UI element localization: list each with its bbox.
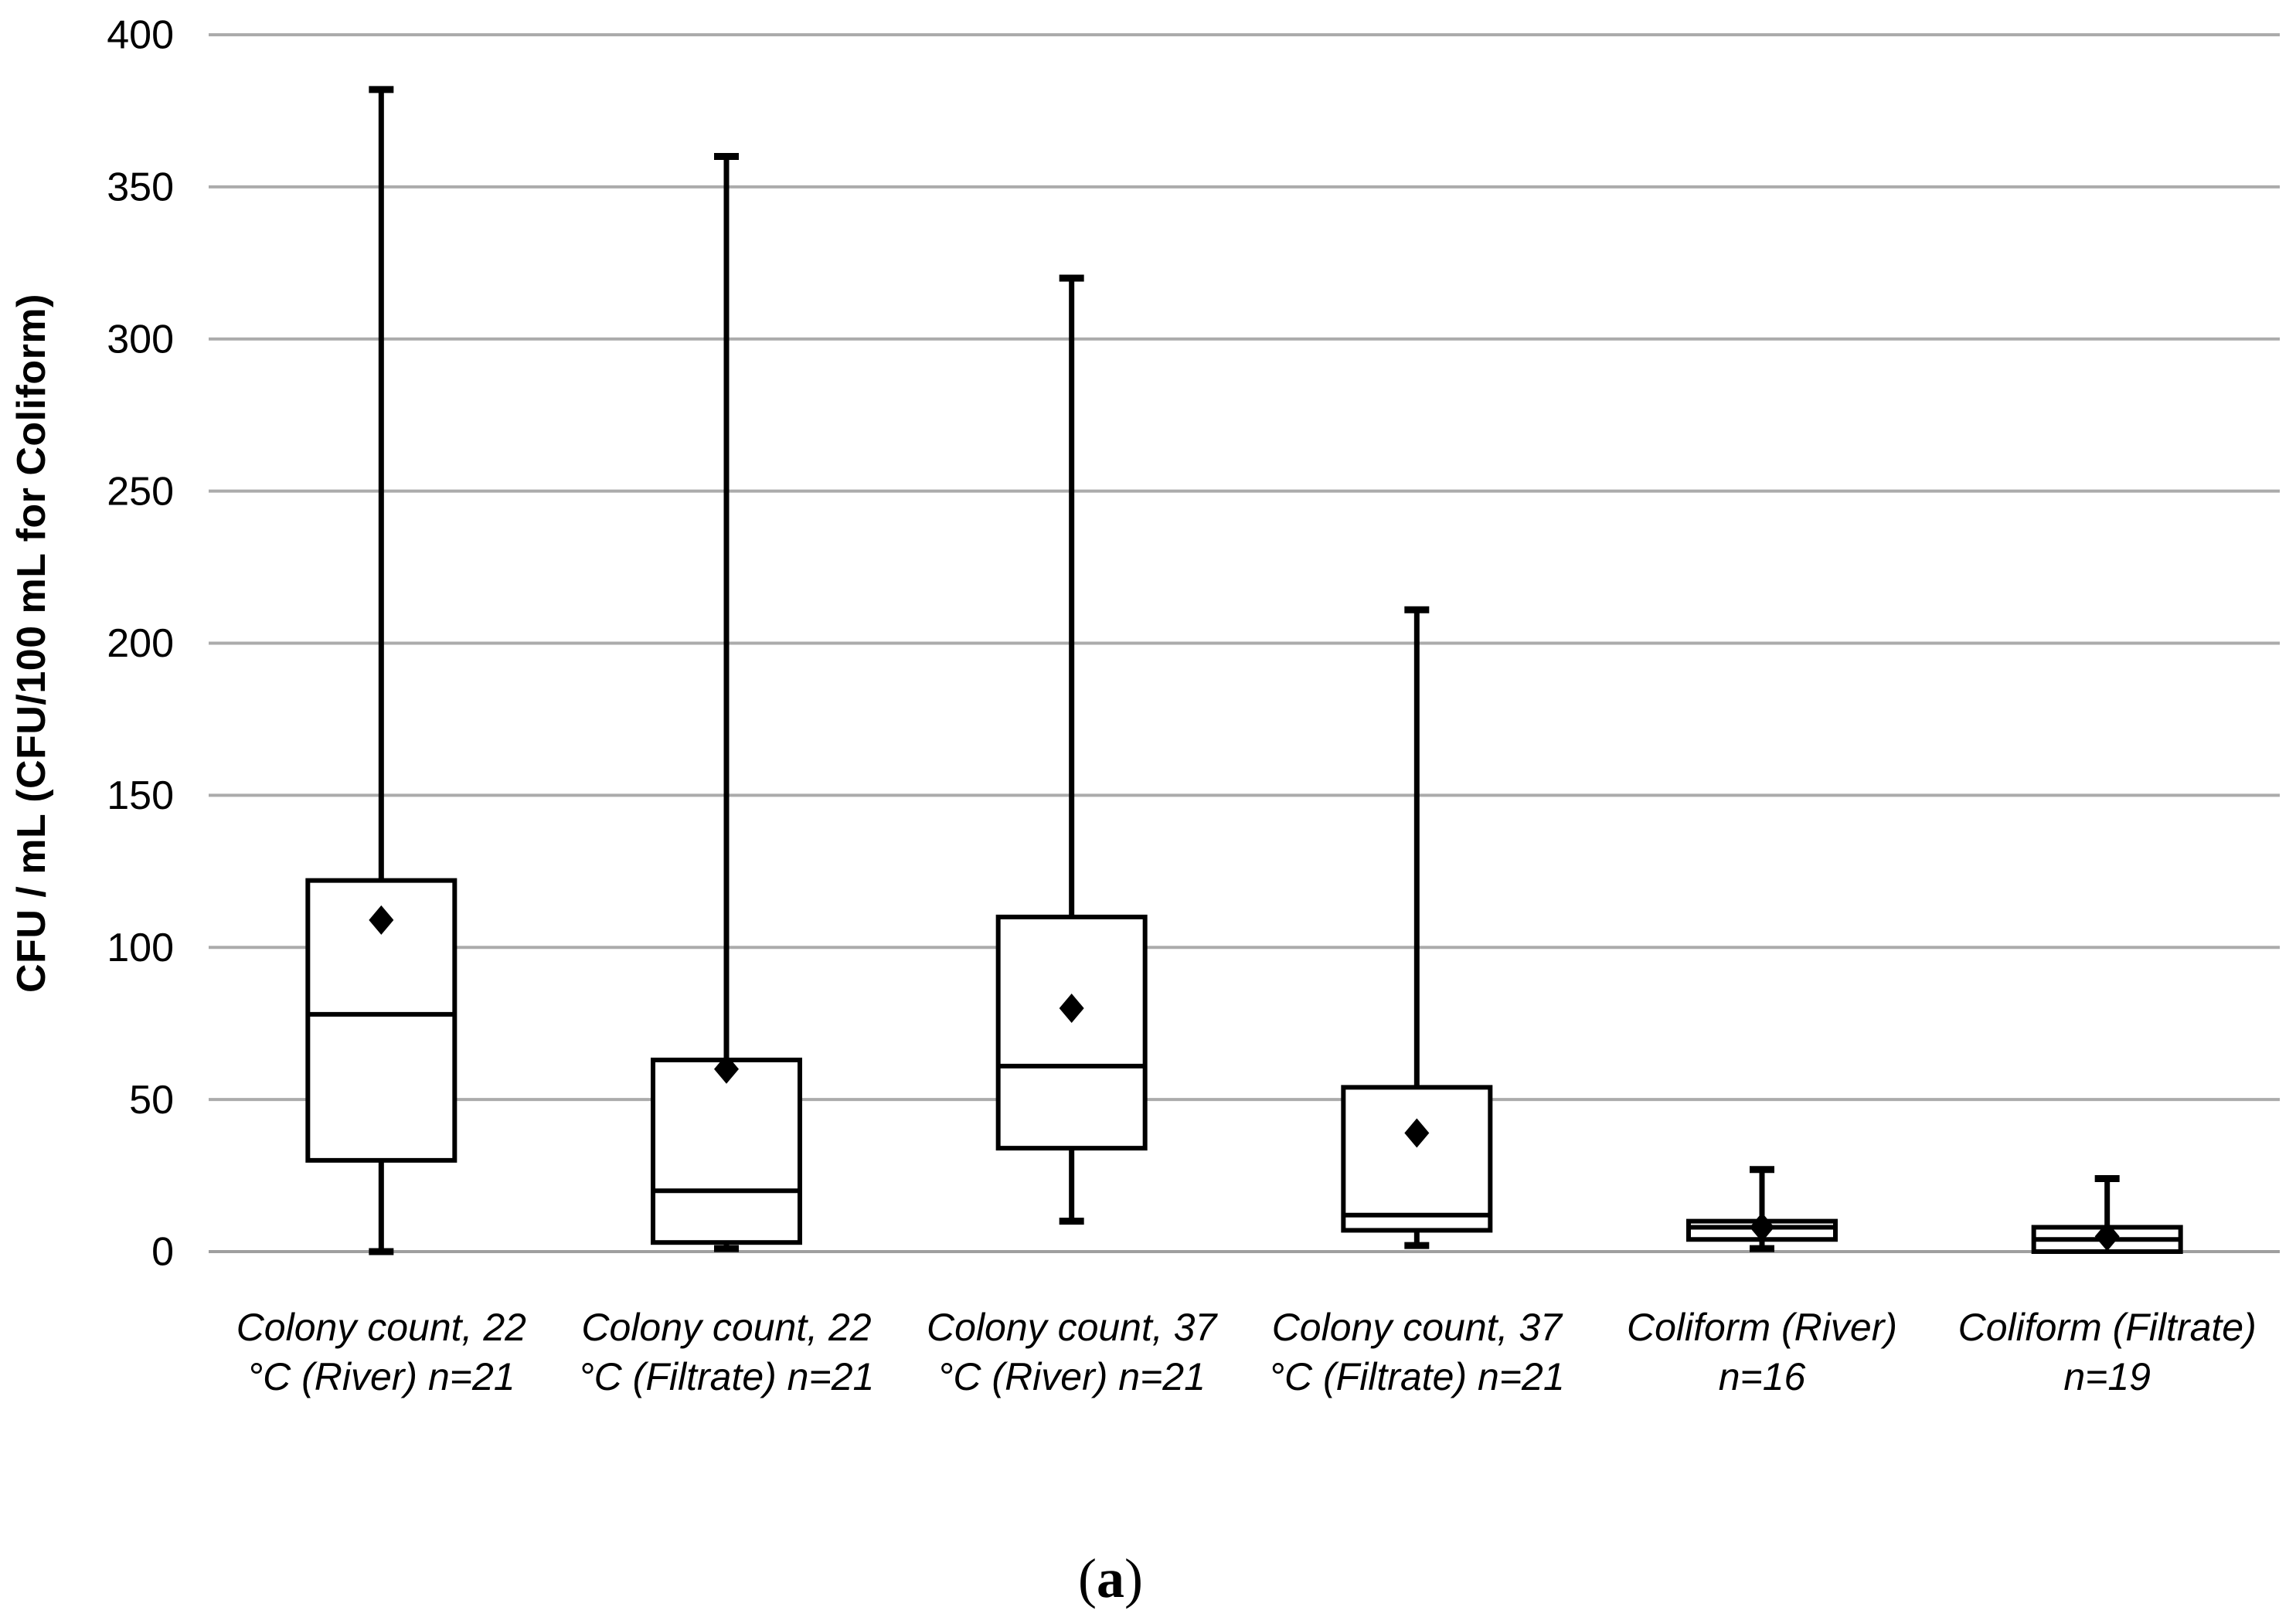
category-label-1: Colony count, 22 °C (Filtrate) n=21 <box>579 1306 875 1398</box>
y-tick-label-150: 150 <box>107 773 174 818</box>
y-tick-label-0: 0 <box>151 1230 174 1275</box>
y-tick-label-250: 250 <box>107 469 174 514</box>
mean-marker-5 <box>2094 1221 2120 1252</box>
y-tick-label-50: 50 <box>129 1078 174 1123</box>
y-tick-label-300: 300 <box>107 317 174 362</box>
box-iqr-2 <box>995 914 1148 1151</box>
mean-marker-2 <box>1059 994 1084 1023</box>
y-tick-label-350: 350 <box>107 165 174 210</box>
box-iqr-3 <box>1341 1085 1493 1233</box>
category-label-4: Coliform (River) n=16 <box>1627 1306 1897 1398</box>
category-label-0: Colony count, 22 °C (River) n=21 <box>236 1306 526 1398</box>
box-iqr-0 <box>305 878 457 1163</box>
caption-paren-open: ( <box>1078 1548 1097 1609</box>
subfigure-caption: (a) <box>0 1547 2221 1611</box>
mean-marker-1 <box>714 1054 739 1084</box>
caption-paren-close: ) <box>1124 1548 1143 1609</box>
mean-marker-0 <box>369 905 394 935</box>
caption-letter: a <box>1097 1548 1124 1609</box>
mean-marker-4 <box>1750 1212 1774 1242</box>
category-label-3: Colony count, 37 °C (Filtrate) n=21 <box>1269 1306 1565 1398</box>
category-label-2: Colony count, 37 °C (River) n=21 <box>927 1306 1218 1398</box>
y-tick-label-400: 400 <box>107 13 174 58</box>
box-iqr-1 <box>651 1057 802 1245</box>
y-tick-label-200: 200 <box>107 621 174 666</box>
mean-marker-3 <box>1404 1118 1430 1148</box>
category-label-5: Coliform (Filtrate) n=19 <box>1958 1306 2257 1398</box>
y-tick-label-100: 100 <box>107 926 174 970</box>
